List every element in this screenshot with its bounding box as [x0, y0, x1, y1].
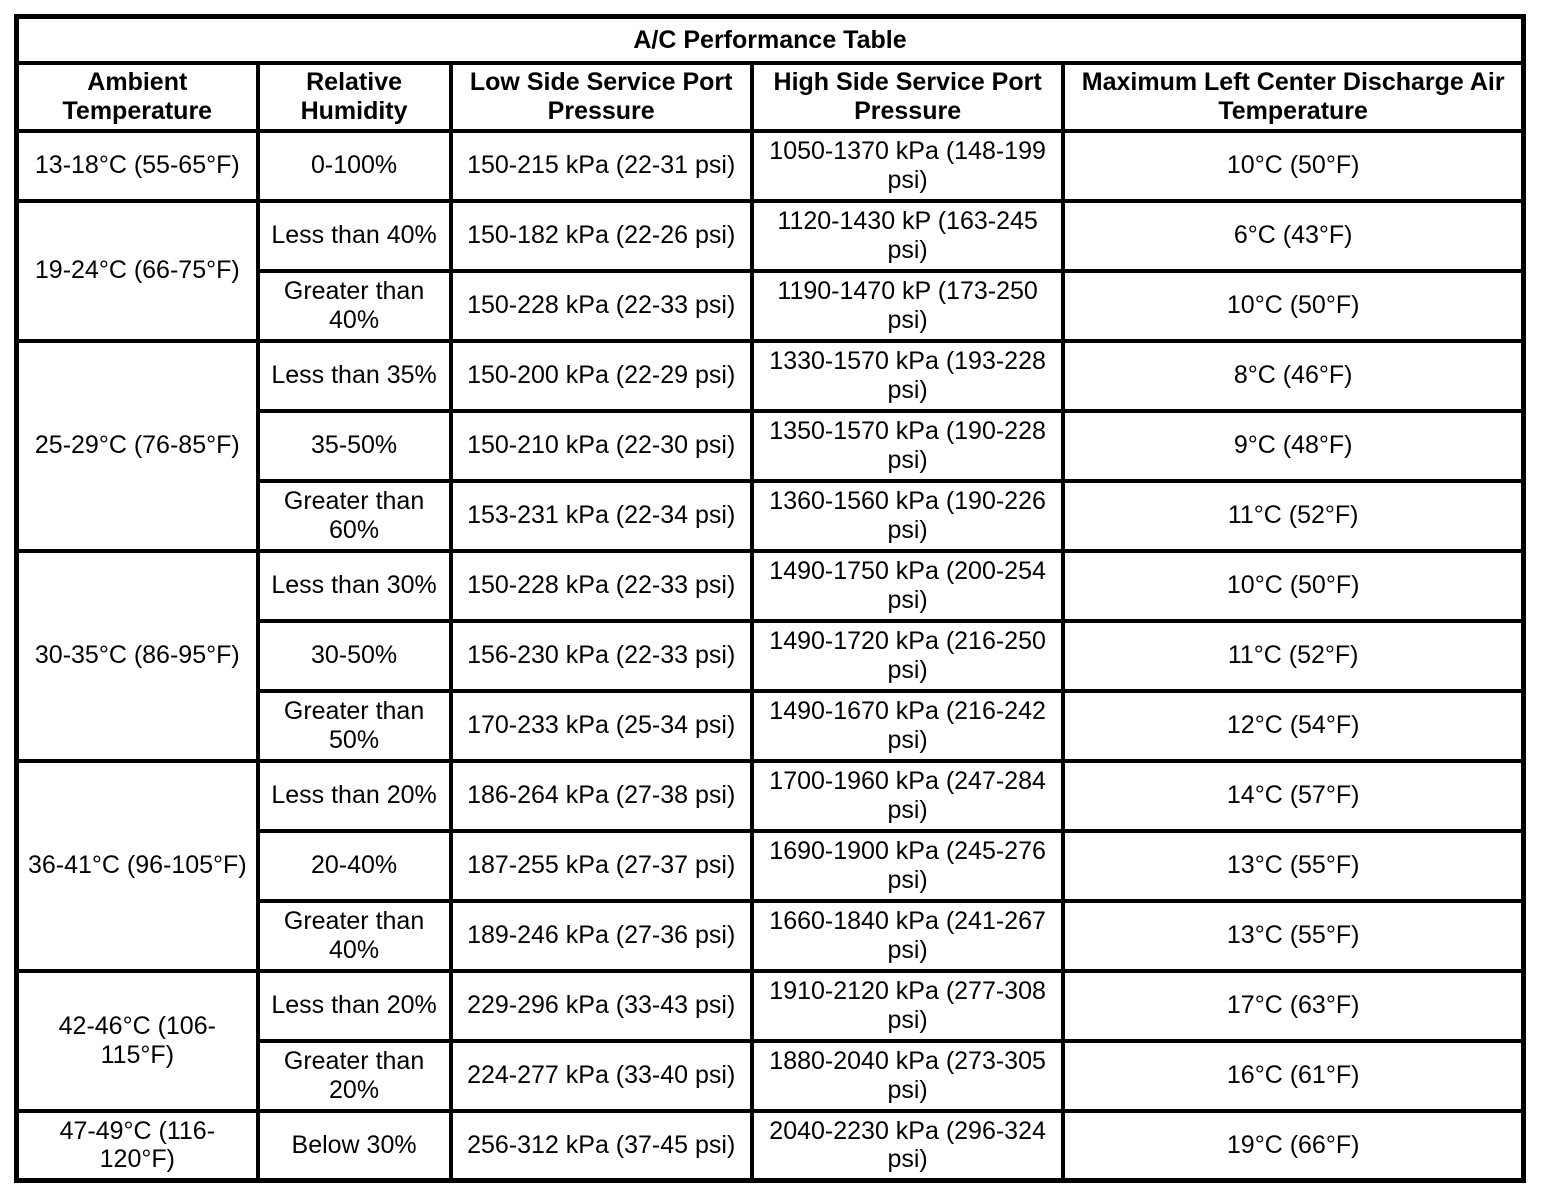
relative-humidity-cell: Greater than 50% [255, 688, 453, 763]
high-side-pressure-cell: 1330-1570 kPa (193-228 psi) [749, 338, 1066, 413]
high-side-pressure-cell: 1360-1560 kPa (190-226 psi) [749, 478, 1066, 553]
ambient-temperature-cell: 19-24°C (66-75°F) [14, 198, 260, 343]
relative-humidity-cell: 30-50% [255, 618, 453, 693]
low-side-pressure-cell: 150-182 kPa (22-26 psi) [448, 198, 754, 273]
max-discharge-temperature-cell: 9°C (48°F) [1061, 408, 1526, 483]
max-discharge-temperature-cell: 10°C (50°F) [1061, 128, 1526, 203]
max-discharge-temperature-cell: 13°C (55°F) [1061, 828, 1526, 903]
high-side-pressure-cell: 2040-2230 kPa (296-324 psi) [749, 1108, 1066, 1183]
max-discharge-temperature-cell: 16°C (61°F) [1061, 1038, 1526, 1113]
high-side-pressure-cell: 1350-1570 kPa (190-228 psi) [749, 408, 1066, 483]
high-side-pressure-cell: 1880-2040 kPa (273-305 psi) [749, 1038, 1066, 1113]
table-row: 25-29°C (76-85°F) Less than 35% 150-200 kP… [14, 338, 1526, 553]
relative-humidity-cell: Less than 20% [255, 968, 453, 1043]
high-side-pressure-cell: 1490-1670 kPa (216-242 psi) [749, 688, 1066, 763]
high-side-pressure-cell: 1120-1430 kP (163-245 psi) [749, 198, 1066, 273]
relative-humidity-cell: 0-100% [255, 128, 453, 203]
relative-humidity-cell: Greater than 20% [255, 1038, 453, 1113]
low-side-pressure-cell: 229-296 kPa (33-43 psi) [448, 968, 754, 1043]
table-row: Greater than 20% 224-277 kPa (33-40 psi) 1… [17, 1038, 1526, 1113]
max-discharge-temperature-cell: 10°C (50°F) [1061, 268, 1526, 343]
low-side-pressure-cell: 170-233 kPa (25-34 psi) [448, 688, 754, 763]
table-row: 47-49°C (116-120°F) Below 30% 256-312 kPa … [14, 1108, 1526, 1183]
max-discharge-temperature-cell: 17°C (63°F) [1061, 968, 1526, 1043]
ambient-temperature-cell: 30-35°C (86-95°F) [14, 548, 260, 763]
low-side-pressure-cell: 150-228 kPa (22-33 psi) [448, 548, 754, 623]
relative-humidity-cell: Less than 20% [255, 758, 453, 833]
low-side-pressure-cell: 256-312 kPa (37-45 psi) [448, 1108, 754, 1183]
table-row: 19-24°C (66-75°F) Less than 40% 150-182 kP… [14, 198, 1526, 343]
table-title: A/C Performance Table [14, 14, 1526, 65]
table-row: 35-50% 150-210 kPa (22-30 psi) 1350-1570 k… [17, 408, 1526, 483]
max-discharge-temperature-cell: 6°C (43°F) [1061, 198, 1526, 273]
table-title-row: A/C Performance Table [14, 14, 1526, 65]
high-side-pressure-cell: 1490-1720 kPa (216-250 psi) [749, 618, 1066, 693]
column-header-ambient-temperature: Ambient Temperature [14, 60, 260, 133]
max-discharge-temperature-cell: 19°C (66°F) [1061, 1108, 1526, 1183]
max-discharge-temperature-cell: 14°C (57°F) [1061, 758, 1526, 833]
relative-humidity-cell: 35-50% [255, 408, 453, 483]
high-side-pressure-cell: 1050-1370 kPa (148-199 psi) [749, 128, 1066, 203]
relative-humidity-cell: Greater than 40% [255, 268, 453, 343]
max-discharge-temperature-cell: 12°C (54°F) [1061, 688, 1526, 763]
table-row: Greater than 50% 170-233 kPa (25-34 psi) 1… [17, 688, 1526, 763]
max-discharge-temperature-cell: 10°C (50°F) [1061, 548, 1526, 623]
column-header-max-discharge-temperature: Maximum Left Center Discharge Air Temper… [1061, 60, 1526, 133]
max-discharge-temperature-cell: 8°C (46°F) [1061, 338, 1526, 413]
high-side-pressure-cell: 1700-1960 kPa (247-284 psi) [749, 758, 1066, 833]
table-column-header-row: Ambient Temperature Relative Humidity Lo… [14, 60, 1526, 133]
low-side-pressure-cell: 189-246 kPa (27-36 psi) [448, 898, 754, 973]
low-side-pressure-cell: 224-277 kPa (33-40 psi) [448, 1038, 754, 1113]
table-row: 30-50% 156-230 kPa (22-33 psi) 1490-1720 k… [17, 618, 1526, 693]
table-row: 30-35°C (86-95°F) Less than 30% 150-228 kP… [14, 548, 1526, 763]
table-body: 13-18°C (55-65°F) 0-100% 150-215 kPa (22-3… [14, 128, 1526, 1183]
max-discharge-temperature-cell: 11°C (52°F) [1061, 618, 1526, 693]
table-row: 42-46°C (106-115°F) Less than 20% 229-296 … [14, 968, 1526, 1113]
ac-performance-table: A/C Performance Table Ambient Temperatur… [14, 14, 1526, 1183]
max-discharge-temperature-cell: 11°C (52°F) [1061, 478, 1526, 553]
low-side-pressure-cell: 150-200 kPa (22-29 psi) [448, 338, 754, 413]
table-row: Greater than 40% 189-246 kPa (27-36 psi) 1… [17, 898, 1526, 973]
column-header-relative-humidity: Relative Humidity [255, 60, 453, 133]
low-side-pressure-cell: 150-210 kPa (22-30 psi) [448, 408, 754, 483]
max-discharge-temperature-cell: 13°C (55°F) [1061, 898, 1526, 973]
relative-humidity-cell: 20-40% [255, 828, 453, 903]
table-row: 20-40% 187-255 kPa (27-37 psi) 1690-1900 k… [17, 828, 1526, 903]
relative-humidity-cell: Less than 40% [255, 198, 453, 273]
ambient-temperature-cell: 13-18°C (55-65°F) [14, 128, 260, 203]
high-side-pressure-cell: 1690-1900 kPa (245-276 psi) [749, 828, 1066, 903]
low-side-pressure-cell: 186-264 kPa (27-38 psi) [448, 758, 754, 833]
column-header-low-side-pressure: Low Side Service Port Pressure [448, 60, 754, 133]
low-side-pressure-cell: 150-215 kPa (22-31 psi) [448, 128, 754, 203]
ambient-temperature-cell: 47-49°C (116-120°F) [14, 1108, 260, 1183]
table-row: 36-41°C (96-105°F) Less than 20% 186-264 k… [14, 758, 1526, 973]
low-side-pressure-cell: 150-228 kPa (22-33 psi) [448, 268, 754, 343]
high-side-pressure-cell: 1490-1750 kPa (200-254 psi) [749, 548, 1066, 623]
ambient-temperature-cell: 42-46°C (106-115°F) [14, 968, 260, 1113]
relative-humidity-cell: Greater than 40% [255, 898, 453, 973]
ambient-temperature-cell: 36-41°C (96-105°F) [14, 758, 260, 973]
table-row: Greater than 60% 153-231 kPa (22-34 psi) 1… [17, 478, 1526, 553]
high-side-pressure-cell: 1190-1470 kP (173-250 psi) [749, 268, 1066, 343]
high-side-pressure-cell: 1660-1840 kPa (241-267 psi) [749, 898, 1066, 973]
relative-humidity-cell: Greater than 60% [255, 478, 453, 553]
column-header-high-side-pressure: High Side Service Port Pressure [749, 60, 1066, 133]
low-side-pressure-cell: 153-231 kPa (22-34 psi) [448, 478, 754, 553]
relative-humidity-cell: Less than 30% [255, 548, 453, 623]
ambient-temperature-cell: 25-29°C (76-85°F) [14, 338, 260, 553]
relative-humidity-cell: Less than 35% [255, 338, 453, 413]
low-side-pressure-cell: 156-230 kPa (22-33 psi) [448, 618, 754, 693]
table-row: Greater than 40% 150-228 kPa (22-33 psi) 1… [17, 268, 1526, 343]
table-header: A/C Performance Table Ambient Temperatur… [14, 14, 1526, 133]
relative-humidity-cell: Below 30% [255, 1108, 453, 1183]
low-side-pressure-cell: 187-255 kPa (27-37 psi) [448, 828, 754, 903]
table-row: 13-18°C (55-65°F) 0-100% 150-215 kPa (22-3… [14, 128, 1526, 203]
high-side-pressure-cell: 1910-2120 kPa (277-308 psi) [749, 968, 1066, 1043]
